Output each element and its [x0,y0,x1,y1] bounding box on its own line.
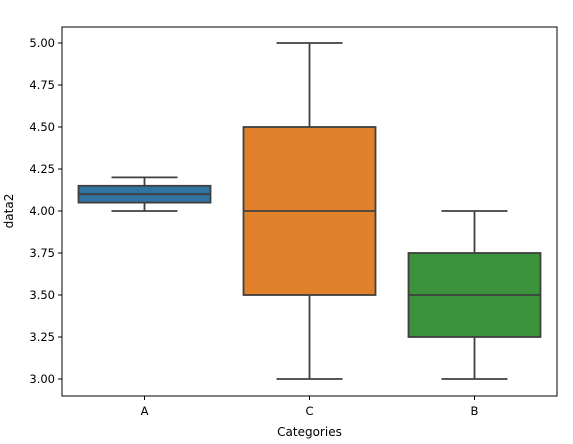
x-tick-label: C [305,404,313,418]
x-tick-label: B [471,404,479,418]
box-C [242,42,377,380]
boxes-layer [77,42,542,380]
y-axis: 3.00 3.25 3.50 3.75 4.00 4.25 4.50 4.75 5.00 [29,36,62,386]
y-tick-label: 5.00 [29,36,55,50]
box-A [77,176,212,212]
box-B [407,210,542,380]
y-tick-label: 4.25 [29,162,55,176]
y-tick-label: 4.00 [29,204,55,218]
y-tick-label: 3.50 [29,288,55,302]
y-tick-label: 4.75 [29,78,55,92]
x-tick-label: A [141,404,149,418]
y-tick-label: 3.00 [29,372,55,386]
y-axis-label: data2 [2,194,16,229]
y-tick-label: 3.25 [29,330,55,344]
x-axis-label: Categories [277,425,342,439]
y-tick-label: 4.50 [29,120,55,134]
y-tick-label: 3.75 [29,246,55,260]
